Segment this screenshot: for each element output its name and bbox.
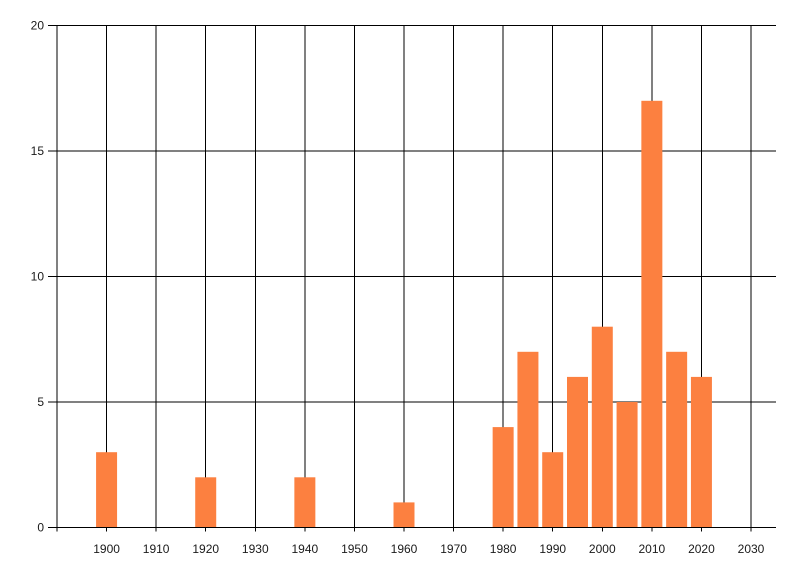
x-axis-tick-label-1960: 1960 xyxy=(391,542,418,556)
bar-1960 xyxy=(393,502,415,528)
x-axis-tick-label-2000: 2000 xyxy=(589,542,616,556)
x-axis-tick-label-1980: 1980 xyxy=(490,542,517,556)
y-axis-tick-label-5: 5 xyxy=(37,395,44,409)
bar-1900 xyxy=(96,452,118,528)
bar-1940 xyxy=(294,477,316,528)
bar-2020 xyxy=(690,376,712,528)
x-axis-tick-label-1950: 1950 xyxy=(341,542,368,556)
x-axis-tick-label-1910: 1910 xyxy=(143,542,170,556)
y-axis-tick-label-10: 10 xyxy=(31,270,45,284)
bar-1990 xyxy=(542,452,564,528)
x-axis-tick-label-1900: 1900 xyxy=(93,542,120,556)
x-axis-tick-label-2030: 2030 xyxy=(738,542,765,556)
bar-1985 xyxy=(517,351,539,528)
bar-1980 xyxy=(492,427,514,528)
x-axis-tick-label-1930: 1930 xyxy=(242,542,269,556)
x-axis-tick-label-2020: 2020 xyxy=(688,542,715,556)
x-axis-tick-label-1970: 1970 xyxy=(440,542,467,556)
bar-1920 xyxy=(195,477,217,528)
y-axis-tick-label-0: 0 xyxy=(37,521,44,535)
bar-2000 xyxy=(591,326,613,528)
y-axis-tick-label-15: 15 xyxy=(31,144,45,158)
y-axis-tick-label-20: 20 xyxy=(31,19,45,33)
x-axis-tick-label-1940: 1940 xyxy=(292,542,319,556)
x-axis-tick-label-1920: 1920 xyxy=(192,542,219,556)
bar-2005 xyxy=(616,402,638,528)
x-axis-tick-label-2010: 2010 xyxy=(639,542,666,556)
bar-2010 xyxy=(641,100,663,528)
bar-2015 xyxy=(666,351,688,528)
x-axis-tick-label-1990: 1990 xyxy=(539,542,566,556)
bar-1995 xyxy=(567,376,588,528)
